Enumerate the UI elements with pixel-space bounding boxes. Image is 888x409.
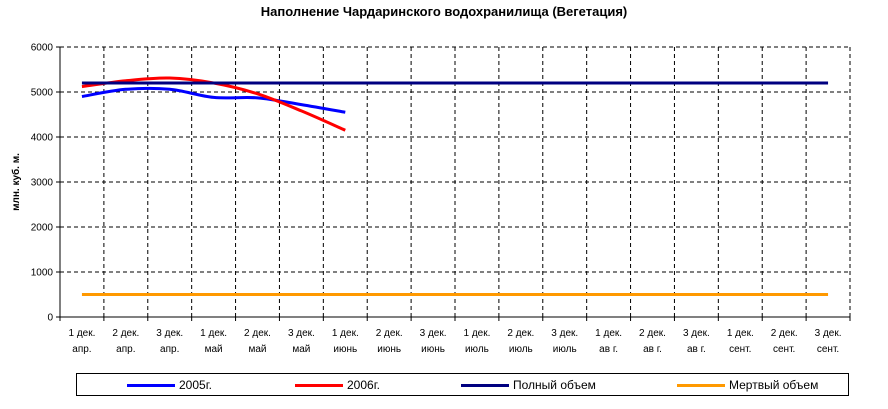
legend-label: Мертвый объем — [729, 378, 819, 392]
y-tick-label: 0 — [47, 313, 53, 324]
legend-item: 2006г. — [295, 377, 380, 393]
x-tick-label: июль — [553, 344, 577, 355]
y-tick-label: 1000 — [31, 268, 54, 279]
x-tick-label: май — [292, 344, 310, 355]
x-tick-label: апр. — [116, 344, 135, 355]
x-tick-label: 3 дек. — [288, 328, 315, 339]
x-tick-label: ав г. — [643, 344, 662, 355]
x-tick-label: 2 дек. — [244, 328, 271, 339]
x-tick-label: 1 дек. — [68, 328, 95, 339]
legend-label: 2005г. — [179, 378, 212, 392]
x-tick-label: 3 дек. — [683, 328, 710, 339]
x-tick-label: июнь — [377, 344, 401, 355]
x-tick-label: 1 дек. — [595, 328, 622, 339]
legend-item: Полный объем — [461, 377, 596, 393]
x-tick-label: 2 дек. — [376, 328, 403, 339]
x-tick-label: апр. — [72, 344, 91, 355]
axis-layer — [56, 46, 851, 321]
line-chart: 0 1000 2000 3000 4000 5000 6000 1 дек. апр. 2 дек… — [10, 43, 851, 356]
x-tick-label: сент. — [773, 344, 795, 355]
legend-item: 2005г. — [127, 377, 212, 393]
x-tick-label: 1 дек. — [332, 328, 359, 339]
x-tick-label: ав г. — [599, 344, 618, 355]
x-tick-label: июль — [509, 344, 533, 355]
x-tick-label: 2 дек. — [507, 328, 534, 339]
x-tick-label: июнь — [421, 344, 445, 355]
x-tick-label: 3 дек. — [420, 328, 447, 339]
legend-swatch — [461, 383, 509, 387]
x-tick-label: июнь — [333, 344, 357, 355]
series-line — [81, 86, 346, 114]
x-tick-label: 2 дек. — [771, 328, 798, 339]
y-tick-label: 4000 — [31, 133, 54, 144]
y-tick-label: 5000 — [31, 88, 54, 99]
y-axis-title: млн. куб. м. — [10, 153, 22, 211]
x-tick-label: 3 дек. — [815, 328, 842, 339]
x-tick-label: 1 дек. — [463, 328, 490, 339]
x-tick-label: ав г. — [687, 344, 706, 355]
legend-label: Полный объем — [513, 378, 596, 392]
chart-title: Наполнение Чардаринского водохранилища (… — [260, 4, 628, 19]
legend-swatch — [295, 383, 343, 387]
legend-item: Мертвый объем — [677, 377, 818, 393]
y-tick-label: 2000 — [31, 223, 54, 234]
x-tick-label: июль — [465, 344, 489, 355]
legend: 2005г. 2006г. Полный объем Мертвый объем — [76, 373, 849, 396]
legend-label: 2006г. — [347, 378, 380, 392]
x-tick-label: 2 дек. — [639, 328, 666, 339]
legend-swatch — [677, 383, 725, 387]
x-tick-label: 3 дек. — [551, 328, 578, 339]
x-tick-label: 1 дек. — [727, 328, 754, 339]
x-tick-label: сент. — [729, 344, 751, 355]
x-tick-label: сент. — [817, 344, 839, 355]
y-tick-label: 3000 — [31, 178, 54, 189]
x-tick-label: апр. — [160, 344, 179, 355]
x-tick-label: 3 дек. — [156, 328, 183, 339]
x-tick-label: май — [248, 344, 266, 355]
x-tick-label: май — [205, 344, 223, 355]
series-layer — [81, 76, 829, 296]
x-tick-label: 2 дек. — [112, 328, 139, 339]
legend-swatch — [127, 383, 175, 387]
grid-layer — [60, 46, 851, 317]
x-tick-label: 1 дек. — [200, 328, 227, 339]
y-tick-label: 6000 — [31, 43, 54, 54]
label-layer: 0 1000 2000 3000 4000 5000 6000 1 дек. апр. 2 дек… — [10, 43, 842, 356]
